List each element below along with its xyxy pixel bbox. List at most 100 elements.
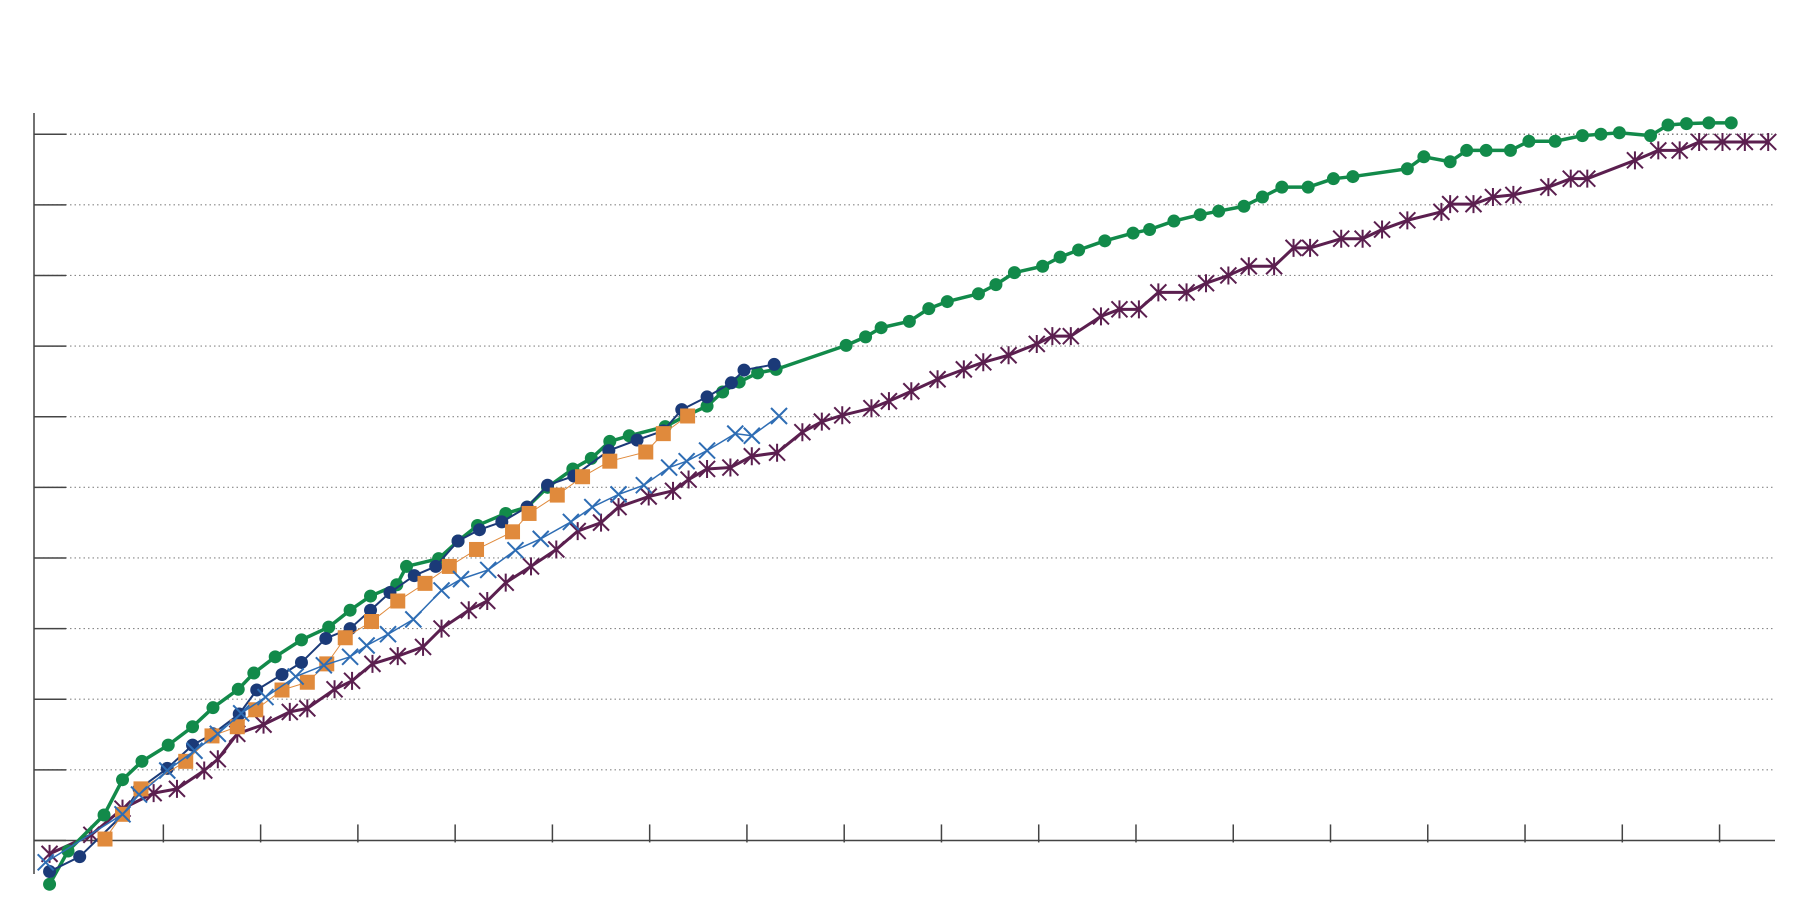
point <box>1092 307 1110 326</box>
point <box>294 633 308 647</box>
point <box>1578 169 1596 188</box>
point <box>1193 208 1207 222</box>
point <box>1007 266 1021 280</box>
point <box>1098 234 1112 248</box>
point <box>268 650 282 664</box>
point <box>793 423 812 442</box>
point <box>1460 143 1474 157</box>
point <box>1417 150 1431 164</box>
point <box>583 498 601 516</box>
point <box>417 575 433 591</box>
point <box>609 498 628 517</box>
point <box>1219 266 1238 285</box>
point <box>36 853 55 872</box>
point <box>664 481 682 500</box>
point <box>1143 223 1157 237</box>
point <box>1028 334 1046 353</box>
point <box>298 699 317 718</box>
point <box>1612 126 1626 140</box>
point <box>902 314 916 328</box>
point <box>700 390 714 404</box>
point <box>999 346 1018 365</box>
point <box>602 453 618 469</box>
point <box>497 573 515 592</box>
point <box>130 785 148 804</box>
point <box>43 877 57 891</box>
point <box>1284 238 1303 257</box>
point <box>680 408 696 424</box>
point <box>833 406 851 425</box>
point <box>97 831 113 847</box>
point <box>743 427 761 445</box>
point <box>562 513 580 531</box>
point <box>1484 188 1502 207</box>
point <box>1346 170 1360 184</box>
point <box>839 338 853 352</box>
point <box>989 278 1003 292</box>
point <box>1275 180 1289 194</box>
point <box>274 682 290 698</box>
point <box>186 720 200 734</box>
point <box>319 631 333 645</box>
point <box>1649 141 1667 160</box>
point <box>928 370 947 389</box>
point <box>700 399 714 413</box>
series-line <box>104 415 688 840</box>
point <box>630 433 644 447</box>
point <box>61 844 75 858</box>
point <box>299 674 315 690</box>
point <box>660 458 678 477</box>
point <box>343 603 357 617</box>
point <box>1240 257 1258 276</box>
point <box>390 593 406 609</box>
point <box>1036 259 1050 273</box>
point <box>770 407 788 425</box>
series <box>36 407 788 872</box>
point <box>1126 226 1140 240</box>
point <box>1522 134 1536 148</box>
point <box>974 353 992 372</box>
point <box>677 452 696 470</box>
series-line <box>48 140 1769 856</box>
point <box>1301 180 1315 194</box>
point <box>341 648 359 666</box>
point <box>568 522 587 541</box>
point <box>469 541 485 557</box>
point <box>1400 162 1414 176</box>
point <box>767 357 781 371</box>
point <box>638 444 654 460</box>
point <box>1398 211 1417 230</box>
point <box>1443 155 1457 169</box>
point <box>209 725 227 743</box>
point <box>862 399 881 418</box>
point <box>1237 199 1251 213</box>
point <box>400 559 414 573</box>
point <box>1332 229 1350 248</box>
point <box>1197 274 1215 293</box>
point <box>232 704 250 723</box>
point <box>940 295 954 309</box>
point <box>478 592 496 611</box>
point <box>1661 118 1675 132</box>
point <box>294 655 308 669</box>
point <box>364 589 378 603</box>
point <box>698 441 716 460</box>
point <box>414 637 432 656</box>
point <box>452 570 470 588</box>
point <box>256 688 275 706</box>
point <box>97 808 111 822</box>
point <box>1326 172 1340 186</box>
point <box>160 761 174 775</box>
point <box>726 424 744 443</box>
point <box>505 524 521 540</box>
series <box>40 132 1777 863</box>
point <box>161 738 175 752</box>
point <box>522 557 540 576</box>
point <box>337 630 353 646</box>
point <box>357 636 376 655</box>
point <box>1679 117 1693 131</box>
point <box>178 753 194 769</box>
point <box>1504 185 1523 204</box>
point <box>275 667 289 681</box>
point <box>135 754 149 768</box>
